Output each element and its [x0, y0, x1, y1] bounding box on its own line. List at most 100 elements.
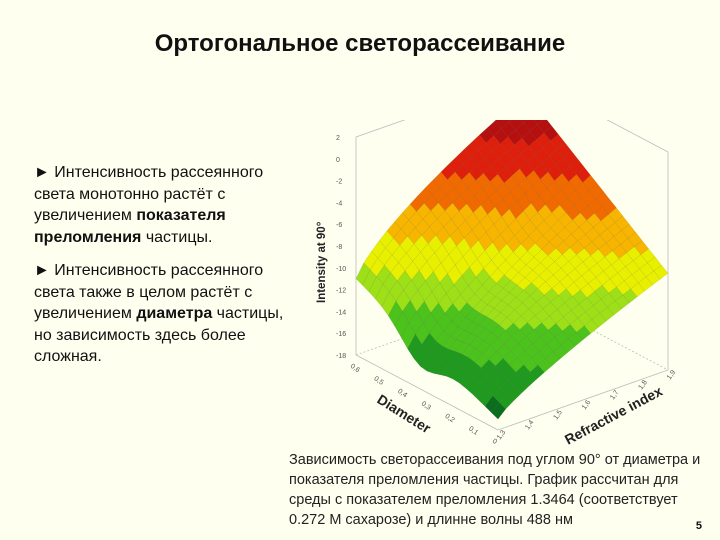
surface-cell — [433, 171, 448, 188]
bullet-list: ► Интенсивность рассеянного света моното… — [34, 162, 286, 380]
surface-cell — [576, 247, 591, 263]
surface-cell — [527, 315, 542, 330]
surface-cell — [547, 164, 563, 182]
surface-cell — [389, 280, 404, 302]
surface-cell — [479, 214, 495, 233]
z-tick-label: -16 — [336, 331, 346, 338]
surface-cell — [522, 219, 537, 237]
surface-cell — [453, 353, 469, 368]
surface-cell — [520, 235, 536, 252]
surface-cell — [447, 351, 463, 365]
surface-cell — [492, 143, 507, 160]
bullet-marker: ► — [34, 164, 50, 181]
surface-cell — [456, 330, 472, 343]
surface-cell — [542, 227, 558, 243]
surface-cell — [545, 351, 561, 366]
refractive-tick-label: 1,9 — [666, 369, 677, 381]
bullet-text-end: частицы. — [141, 228, 213, 246]
surface-cell — [438, 293, 453, 314]
surface-mesh — [355, 120, 669, 420]
surface-cell — [437, 312, 452, 332]
bullet-text: Интенсивность рассеянного света также в … — [34, 262, 264, 322]
page-number: 5 — [695, 520, 702, 532]
surface-cell — [467, 180, 483, 197]
surface-cell — [407, 333, 423, 360]
z-tick-label: -18 — [336, 353, 346, 360]
surface-cell — [508, 371, 523, 387]
surface-cell — [485, 135, 501, 151]
diameter-tick-label: 0,2 — [444, 413, 456, 424]
surface-cell — [550, 133, 565, 150]
surface-cell — [537, 358, 553, 373]
surface-cell — [507, 218, 523, 237]
surface-cell — [632, 254, 648, 270]
bullet-refractive-index: ► Интенсивность рассеянного света моното… — [34, 162, 286, 248]
surface-cell — [471, 221, 487, 241]
surface-cell — [528, 227, 544, 244]
surface-cell — [479, 127, 495, 143]
z-axis-label: Intensity at 90° — [316, 221, 328, 303]
z-tick-label: -4 — [336, 200, 342, 207]
surface-cell — [446, 284, 461, 305]
diameter-tick-label: 0,6 — [349, 363, 361, 374]
refractive-tick-label: 1,4 — [524, 419, 535, 431]
z-tick-label: -10 — [336, 266, 346, 273]
figure-caption: Зависимость светорассеивания под углом 9… — [289, 452, 701, 528]
surface-cell — [543, 125, 559, 142]
surface-cell — [462, 248, 478, 268]
surface-cell — [506, 386, 522, 402]
surface-cell — [420, 351, 435, 372]
refractive-tick-label: 1,5 — [553, 409, 564, 421]
surface-cell — [500, 136, 515, 153]
surface-cell — [465, 212, 480, 231]
surface-cell — [511, 329, 527, 344]
surface-cell — [541, 315, 557, 331]
surface-cell — [574, 182, 590, 199]
surface-cell — [497, 330, 513, 345]
surface-cell — [546, 180, 562, 198]
surface-cell — [607, 222, 622, 237]
surface-cell — [507, 297, 523, 311]
box-edge — [355, 354, 499, 431]
surface-cell — [430, 202, 446, 220]
z-tick-label: 2 — [336, 135, 340, 142]
surface-cell — [473, 204, 488, 223]
surface-cell — [452, 194, 468, 212]
surface-cell — [439, 273, 455, 295]
diameter-tick-label: 0,5 — [373, 375, 385, 386]
surface-cell — [524, 186, 540, 204]
surface-cell — [514, 227, 529, 245]
surface-cell — [553, 267, 568, 282]
bullet-bold: показателя преломления — [34, 207, 226, 246]
surface-cell — [526, 329, 541, 344]
surface-cell — [507, 129, 523, 146]
z-tick-label: -14 — [336, 309, 346, 316]
surface-cell — [507, 120, 512, 123]
surface-cell — [558, 288, 573, 304]
surface-cell — [520, 120, 528, 124]
surface-cell — [518, 336, 533, 351]
surface-cell — [413, 344, 429, 367]
refractive-tick-label: 1,3 — [496, 429, 507, 441]
surface-cell — [645, 270, 661, 286]
diameter-tick-label: 0,4 — [396, 388, 408, 399]
surface-cell — [552, 189, 568, 206]
bullet-marker: ► — [34, 262, 50, 279]
surface-cell — [457, 219, 473, 239]
surface-cell — [601, 199, 617, 215]
surface-cell — [484, 320, 500, 333]
surface-cell — [542, 301, 558, 317]
surface-cell — [501, 208, 517, 227]
z-tick-label: -12 — [336, 288, 346, 295]
slide-title: Ортогональное светорассеивание — [154, 30, 566, 57]
z-tick-label: -2 — [336, 179, 342, 186]
diameter-tick-label: 0,1 — [467, 425, 479, 436]
surface-cell — [491, 402, 506, 420]
surface-cell — [431, 187, 447, 204]
z-tick-label: 0 — [336, 157, 340, 164]
surface-cell — [605, 236, 621, 252]
surface-cell — [614, 215, 630, 231]
surface-cell — [534, 147, 550, 164]
surface-cell — [556, 227, 572, 242]
surface-cell — [483, 259, 499, 278]
